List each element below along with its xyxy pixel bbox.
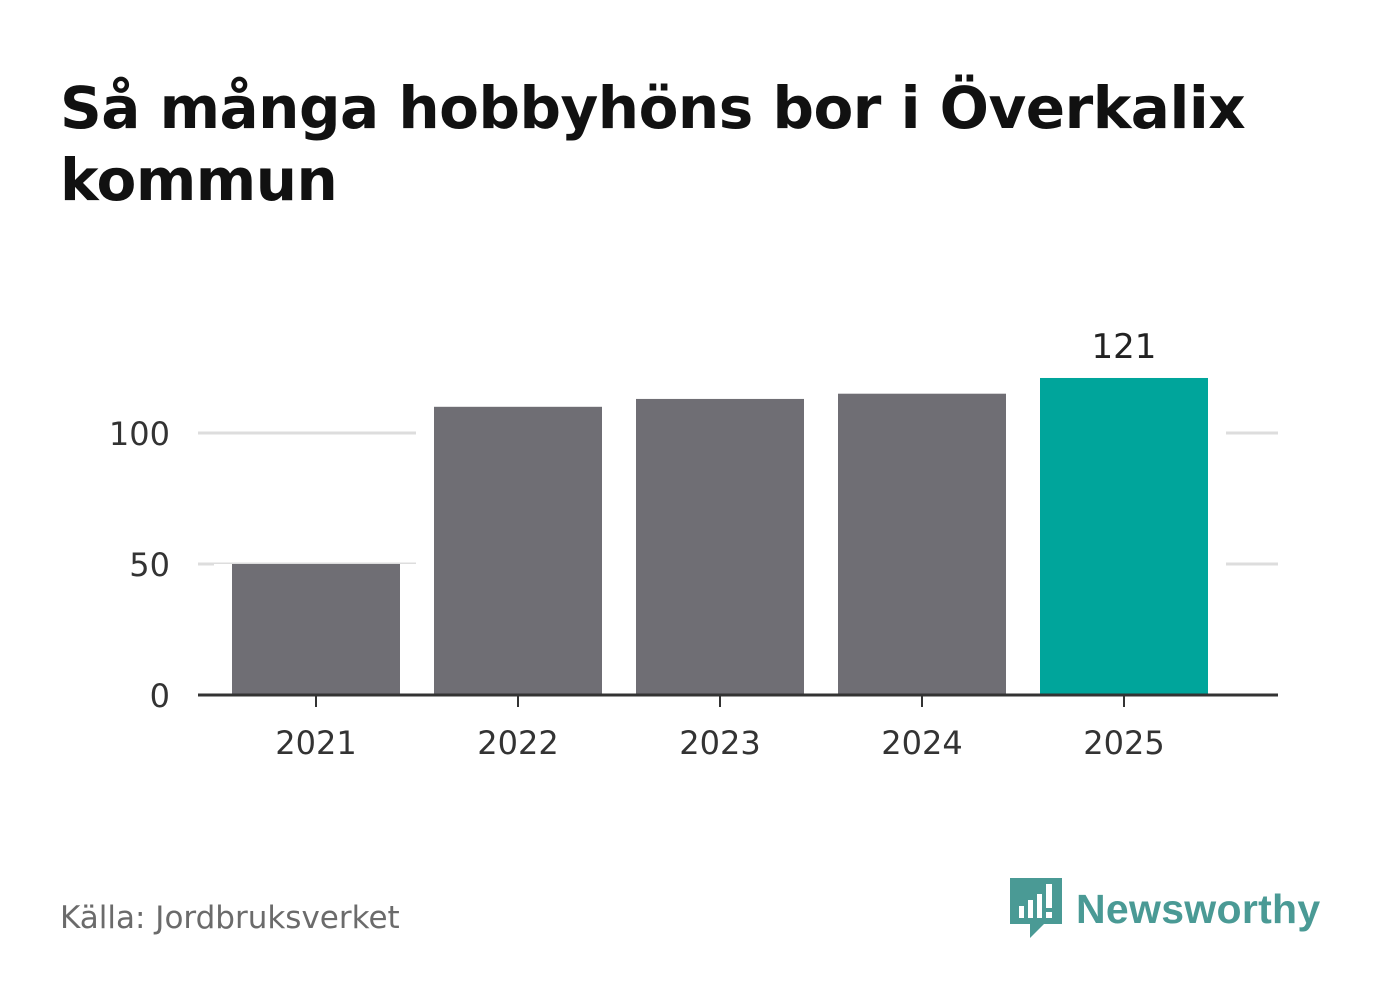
bar-2025 (1040, 377, 1208, 695)
chart-title: Så många hobbyhöns bor i Överkalix kommu… (60, 74, 1246, 214)
value-label: 121 (1092, 327, 1157, 367)
x-tick-label: 2023 (679, 724, 760, 762)
brand-name: Newsworthy (1076, 885, 1321, 932)
labels: 0 50 100 2021 2022 2023 2024 2025 121 (109, 327, 1165, 762)
bar-2024 (838, 393, 1006, 695)
x-tick-label: 2024 (881, 724, 962, 762)
x-tick-label: 2021 (275, 724, 356, 762)
bars (214, 377, 1226, 695)
bar-2022 (434, 406, 602, 695)
source-note: Källa: Jordbruksverket (60, 900, 400, 936)
x-tick-label: 2025 (1083, 724, 1164, 762)
y-tick-label: 50 (129, 546, 170, 584)
newsworthy-chart-bubble-icon (1010, 878, 1062, 938)
y-tick-label: 100 (109, 415, 170, 453)
x-tick-label: 2022 (477, 724, 558, 762)
bar-2023 (636, 398, 804, 695)
axes (198, 693, 1278, 707)
y-tick-label: 0 (150, 677, 170, 715)
bar-2021 (232, 564, 400, 695)
brand-logo: Newsworthy (1010, 876, 1321, 942)
